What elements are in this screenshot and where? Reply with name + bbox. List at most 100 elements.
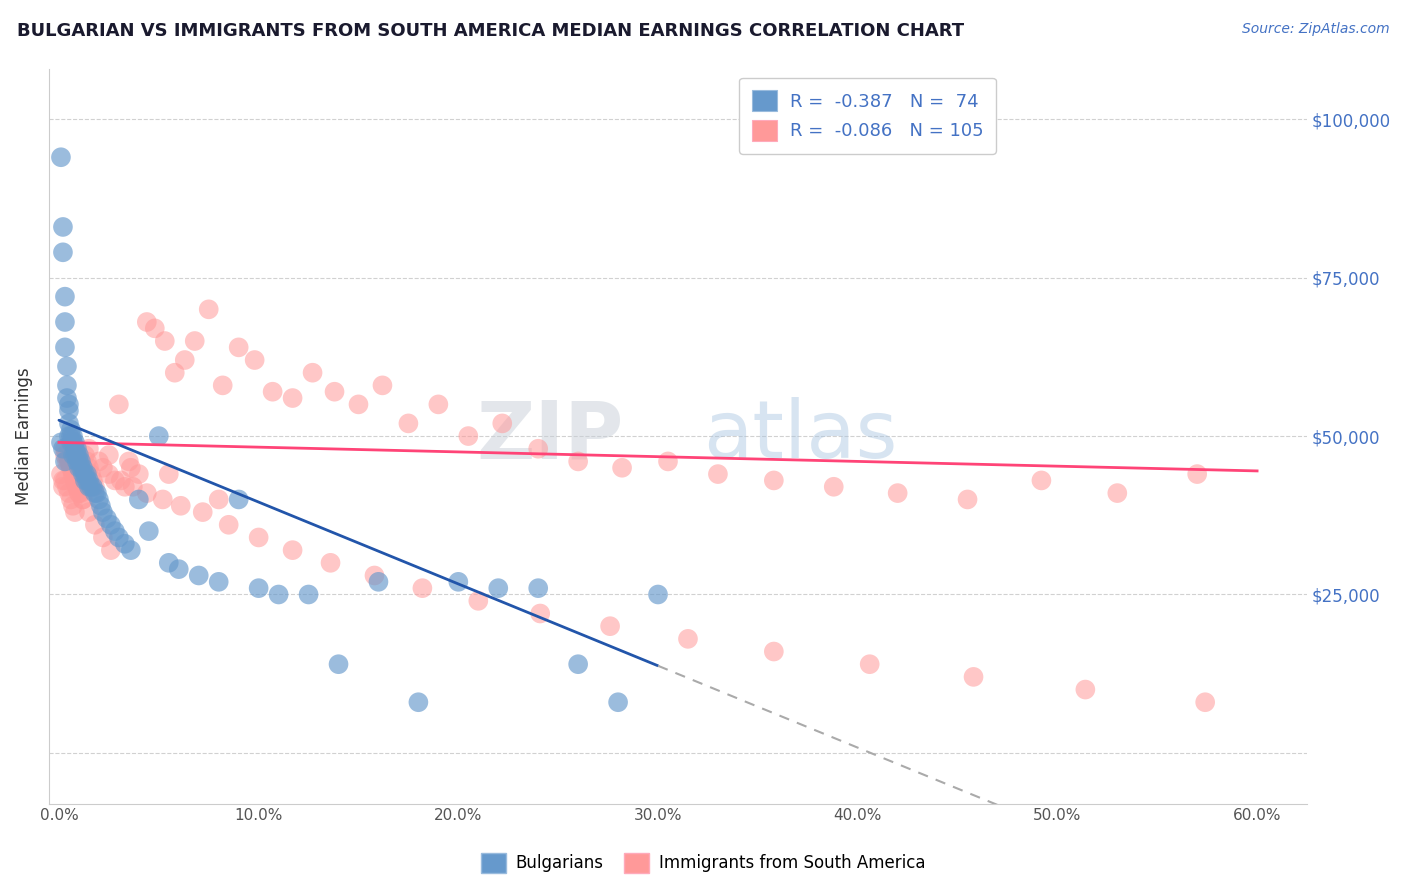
- Point: [62, 435, 84, 450]
- Point: [67, 454, 90, 468]
- Point: [67, 460, 90, 475]
- Point: [297, 587, 319, 601]
- Point: [59, 460, 82, 475]
- Point: [447, 574, 470, 589]
- Point: [823, 480, 845, 494]
- Point: [367, 574, 389, 589]
- Point: [56, 448, 79, 462]
- Point: [707, 467, 730, 481]
- Point: [87, 492, 110, 507]
- Point: [52, 474, 75, 488]
- Point: [66, 480, 89, 494]
- Point: [63, 448, 86, 462]
- Point: [228, 492, 250, 507]
- Point: [1185, 467, 1208, 481]
- Point: [163, 366, 186, 380]
- Point: [72, 460, 94, 475]
- Point: [1074, 682, 1097, 697]
- Point: [82, 474, 104, 488]
- Point: [66, 480, 89, 494]
- Point: [191, 505, 214, 519]
- Point: [529, 607, 551, 621]
- Point: [120, 543, 142, 558]
- Point: [128, 492, 150, 507]
- Point: [153, 334, 176, 348]
- Point: [52, 442, 75, 456]
- Point: [67, 448, 90, 462]
- Point: [647, 587, 669, 601]
- Point: [148, 429, 170, 443]
- Point: [49, 435, 72, 450]
- Point: [53, 474, 76, 488]
- Point: [427, 397, 450, 411]
- Point: [59, 492, 82, 507]
- Point: [610, 460, 633, 475]
- Point: [363, 568, 385, 582]
- Point: [187, 568, 209, 582]
- Point: [80, 467, 103, 481]
- Point: [80, 480, 103, 494]
- Point: [108, 397, 131, 411]
- Point: [62, 448, 84, 462]
- Point: [53, 340, 76, 354]
- Point: [262, 384, 284, 399]
- Point: [58, 454, 80, 468]
- Point: [97, 448, 120, 462]
- Point: [63, 435, 86, 450]
- Point: [108, 531, 131, 545]
- Point: [58, 403, 80, 417]
- Point: [96, 511, 118, 525]
- Point: [100, 543, 122, 558]
- Point: [77, 442, 100, 456]
- Point: [118, 454, 141, 468]
- Point: [120, 460, 142, 475]
- Point: [72, 492, 94, 507]
- Point: [97, 467, 120, 481]
- Point: [62, 467, 84, 481]
- Point: [58, 486, 80, 500]
- Point: [66, 448, 89, 462]
- Point: [762, 474, 785, 488]
- Point: [52, 245, 75, 260]
- Point: [58, 454, 80, 468]
- Point: [167, 562, 190, 576]
- Point: [56, 391, 79, 405]
- Point: [328, 657, 350, 672]
- Point: [114, 537, 136, 551]
- Point: [83, 486, 105, 500]
- Point: [72, 467, 94, 481]
- Point: [58, 417, 80, 431]
- Point: [49, 150, 72, 164]
- Point: [247, 531, 270, 545]
- Point: [599, 619, 621, 633]
- Point: [1107, 486, 1129, 500]
- Point: [91, 531, 114, 545]
- Point: [347, 397, 370, 411]
- Point: [63, 442, 86, 456]
- Point: [104, 524, 127, 538]
- Point: [100, 517, 122, 532]
- Point: [56, 454, 79, 468]
- Point: [607, 695, 630, 709]
- Point: [58, 429, 80, 443]
- Point: [52, 219, 75, 234]
- Point: [62, 467, 84, 481]
- Point: [110, 474, 132, 488]
- Point: [70, 460, 93, 475]
- Point: [53, 448, 76, 462]
- Point: [62, 429, 84, 443]
- Point: [567, 657, 589, 672]
- Point: [90, 499, 112, 513]
- Point: [135, 486, 157, 500]
- Point: [114, 480, 136, 494]
- Point: [762, 644, 785, 658]
- Text: BULGARIAN VS IMMIGRANTS FROM SOUTH AMERICA MEDIAN EARNINGS CORRELATION CHART: BULGARIAN VS IMMIGRANTS FROM SOUTH AMERI…: [17, 22, 965, 40]
- Point: [301, 366, 323, 380]
- Point: [157, 556, 180, 570]
- Point: [396, 417, 419, 431]
- Point: [956, 492, 979, 507]
- Point: [63, 474, 86, 488]
- Text: ZIP: ZIP: [477, 397, 624, 475]
- Point: [170, 499, 193, 513]
- Point: [121, 480, 143, 494]
